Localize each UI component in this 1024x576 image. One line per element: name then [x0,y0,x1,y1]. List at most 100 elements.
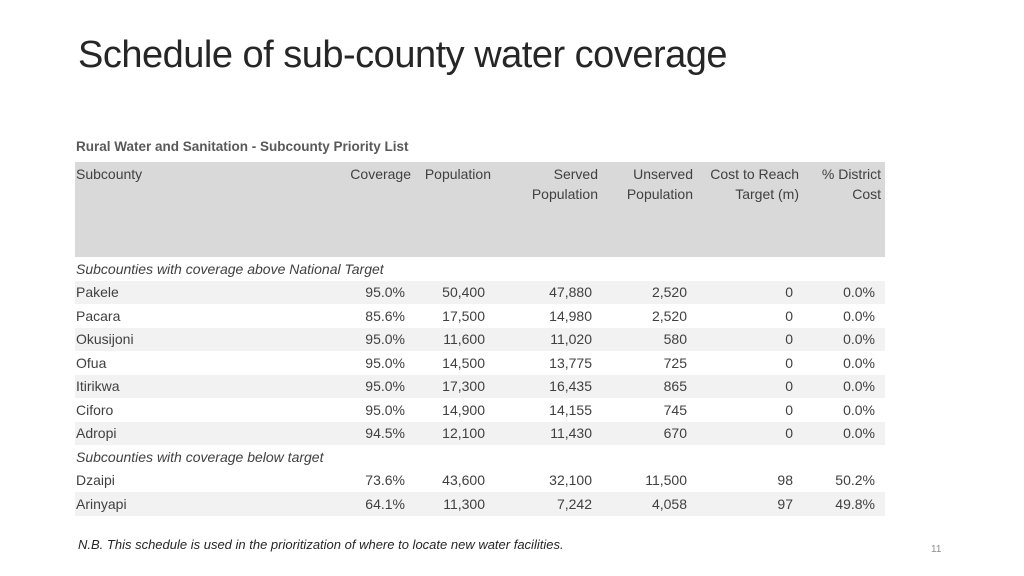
cell: 0 [697,327,803,351]
cell: 14,980 [549,307,592,324]
cell: 725 [663,354,687,371]
priority-table: Subcounty Coverage Population Served Populat… [75,162,885,516]
column-header-line: Served [553,166,598,182]
data-row: Okusijoni 95.0% 11,600 11,020 580 0 0.0% [75,327,885,351]
cell: 14,500 [442,354,485,371]
slide-title: Schedule of sub-county water coverage [78,34,728,76]
header-row: Subcounty Coverage Population Served Populat… [75,162,885,257]
cell: 13,775 [549,354,592,371]
cell: 16,435 [495,374,602,398]
cell: 0 [697,280,803,304]
column-header-line: Cost [852,186,881,202]
column-header-line: Cost to Reach [710,166,799,182]
cell: 0.0% [803,421,885,445]
cell: 17,500 [442,307,485,324]
column-header-line: Population [531,186,598,202]
column-header-line: Population [626,186,693,202]
column-header: Cost to Reach Target (m) [697,162,803,257]
column-header: Served Population [495,162,602,257]
cell: 11,430 [495,421,602,445]
cell: 11,500 [645,472,687,489]
cell: Okusijoni [75,327,340,351]
column-header: Unserved Population [602,162,697,257]
cell: 85.6% [365,307,405,324]
cell: Arinyapi [75,492,340,516]
cell: 49.8% [803,492,885,516]
column-header: Coverage [340,162,415,257]
cell: 95.0% [340,374,415,398]
cell: 865 [602,374,697,398]
cell: Ofua [76,354,107,371]
cell: 95.0% [365,354,405,371]
cell: 32,100 [549,472,592,489]
cell: 17,300 [415,374,495,398]
data-row: Pakele 95.0% 50,400 47,880 2,520 0 0.0% [75,280,885,304]
cell: 64.1% [340,492,415,516]
group-label: Subcounties with coverage above National… [76,260,384,277]
cell: 0 [697,374,803,398]
cell: Pakele [75,280,340,304]
data-row: Adropi 94.5% 12,100 11,430 670 0 0.0% [75,421,885,445]
cell: 0.0% [803,327,885,351]
cell: 0.0% [843,354,875,371]
cell: 11,600 [415,327,495,351]
data-row: Arinyapi 64.1% 11,300 7,242 4,058 97 49.8% [75,492,885,516]
cell: 580 [602,327,697,351]
column-header: Subcounty [75,162,340,257]
group-row: Subcounties with coverage below target [75,445,885,469]
cell: 0.0% [843,307,875,324]
cell: 94.5% [340,421,415,445]
cell: 0.0% [803,280,885,304]
cell: 47,880 [495,280,602,304]
cell: 73.6% [365,472,405,489]
column-header-line: Target (m) [735,186,799,202]
group-label: Subcounties with coverage below target [76,448,324,465]
column-header: Population [415,162,495,257]
cell: 0 [785,354,793,371]
data-row: Ciforo 95.0% 14,900 14,155 745 0 0.0% [75,398,885,422]
group-row: Subcounties with coverage above National… [75,257,885,281]
cell: Pacara [76,307,121,324]
data-row: Itirikwa 95.0% 17,300 16,435 865 0 0.0% [75,374,885,398]
column-header-line: % District [821,166,881,182]
column-header: % District Cost [803,162,885,257]
cell: 97 [697,492,803,516]
cell: 2,520 [602,280,697,304]
cell: 0 [697,421,803,445]
cell: 43,600 [442,472,485,489]
cell: 12,100 [415,421,495,445]
column-header-line: Unserved [633,166,693,182]
cell: 0.0% [843,401,875,418]
column-header-line: Population [424,166,491,182]
cell: 0 [785,401,793,418]
cell: Dzaipi [76,472,115,489]
cell: 95.0% [365,401,405,418]
column-header-line: Subcounty [76,166,143,182]
cell: 98 [777,472,793,489]
cell: 4,058 [602,492,697,516]
cell: 95.0% [340,280,415,304]
footnote: N.B. This schedule is used in the priori… [78,537,564,552]
page-number: 11 [931,544,942,555]
data-row: Pacara 85.6% 17,500 14,980 2,520 0 0.0% [75,304,885,328]
cell: 14,155 [549,401,592,418]
cell: 745 [663,401,687,418]
table-caption: Rural Water and Sanitation - Subcounty P… [76,139,409,154]
cell: 11,020 [495,327,602,351]
column-header-line: Coverage [350,166,411,182]
cell: Itirikwa [75,374,340,398]
cell: 0 [785,307,793,324]
data-row: Dzaipi 73.6% 43,600 32,100 11,500 98 50.2% [75,469,885,493]
cell: 14,900 [442,401,485,418]
cell: 0.0% [803,374,885,398]
cell: 50,400 [415,280,495,304]
cell: 95.0% [340,327,415,351]
cell: 7,242 [495,492,602,516]
cell: 11,300 [415,492,495,516]
cell: 670 [602,421,697,445]
cell: Adropi [75,421,340,445]
data-row: Ofua 95.0% 14,500 13,775 725 0 0.0% [75,351,885,375]
cell: 2,520 [651,307,687,324]
cell: 50.2% [835,472,875,489]
